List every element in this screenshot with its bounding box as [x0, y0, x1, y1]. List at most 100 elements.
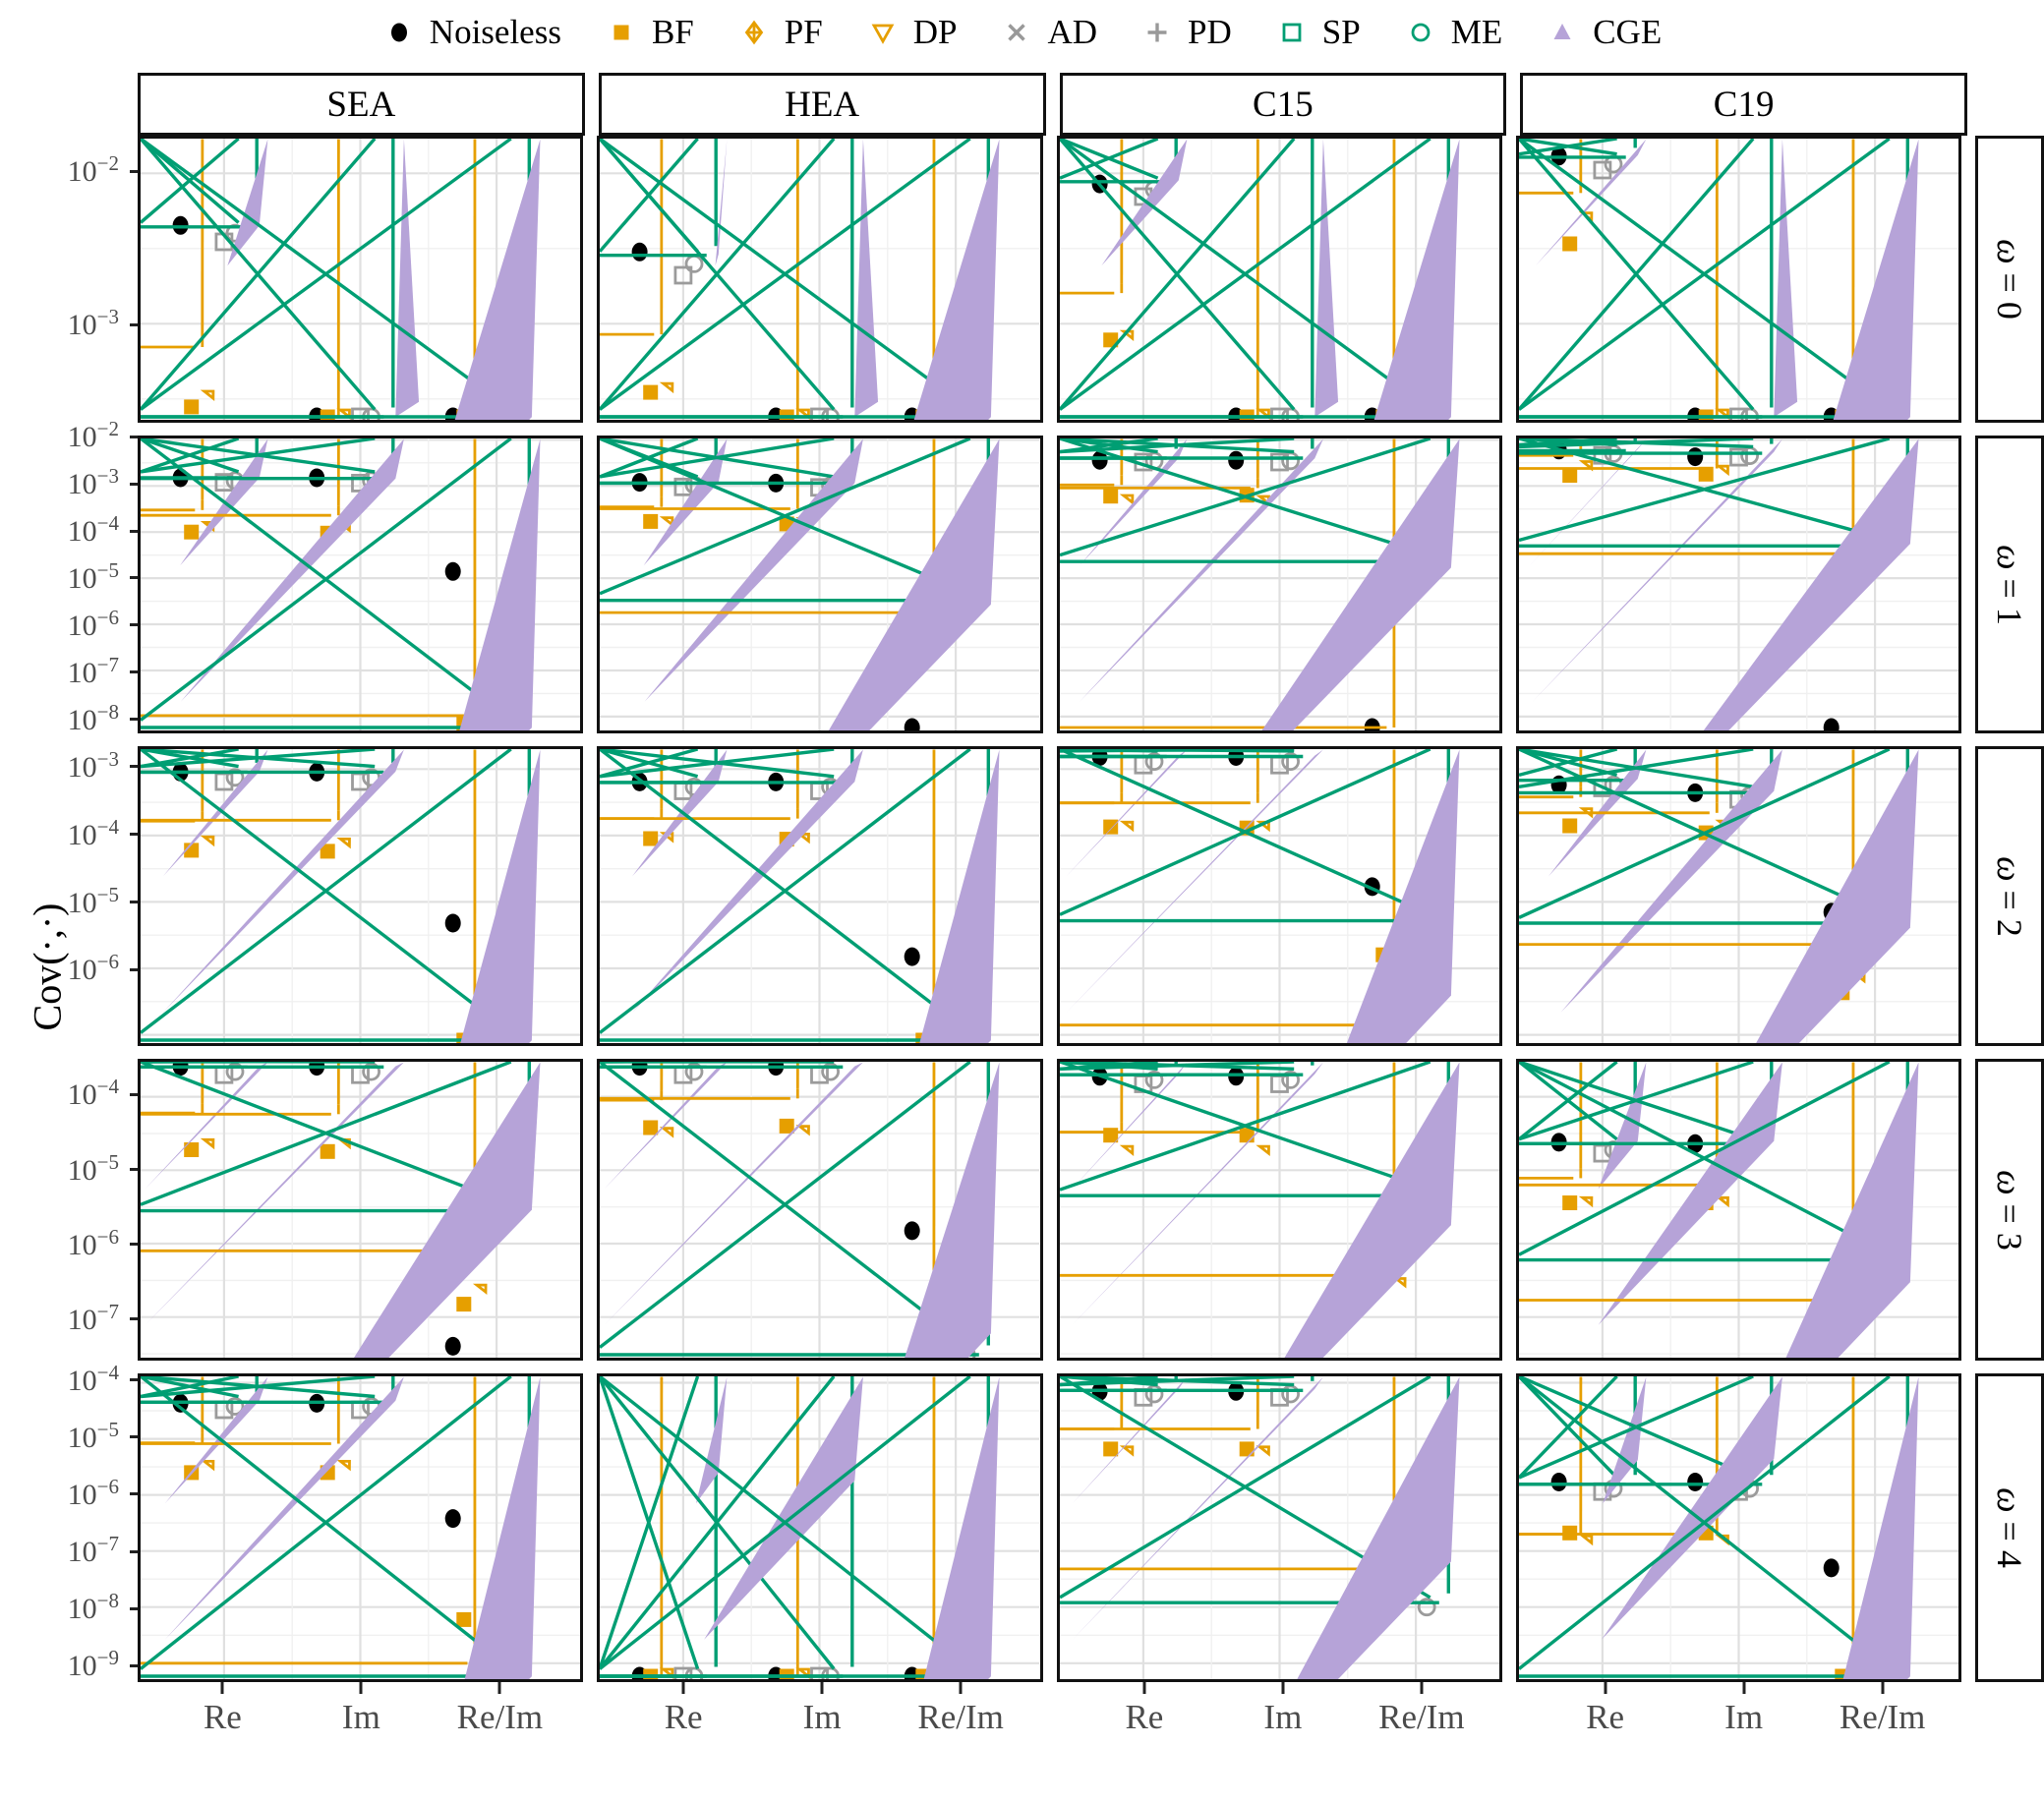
panel-hea-row0 [597, 136, 1043, 423]
x-tick-label-re-im: Re/Im [456, 1698, 544, 1736]
panel-plot-area [1059, 139, 1499, 420]
x-tick-mark [359, 1682, 363, 1694]
panel-c19-row1 [1515, 436, 1961, 733]
x-tick-mark [1604, 1682, 1607, 1694]
x-axis-labels-c19: Re Im Re/Im [1520, 1682, 1967, 1767]
facet-row-strip-4: ω = 4 [1975, 1373, 2044, 1682]
y-axis-gutter-row-4: 10−4 10−5 10−6 10−7 10−8 10−9 [0, 1362, 139, 1683]
facet-row-label: ω = 1 [1990, 544, 2030, 625]
panel-c19-row2 [1515, 746, 1961, 1046]
panel-sea-row2 [138, 746, 584, 1046]
x-tick-mark [1881, 1682, 1885, 1694]
panel-hea-row3 [597, 1059, 1043, 1361]
panel-plot-area [600, 1376, 1040, 1679]
y-tick-mark [130, 1663, 139, 1667]
y-tick-label: 10−2 [67, 417, 119, 454]
panel-c15-row3 [1056, 1059, 1502, 1361]
legend-item-dp: DP [866, 13, 958, 52]
panel-sea-row3 [138, 1059, 584, 1361]
legend-label: BF [651, 13, 694, 51]
y-tick-mark [130, 670, 139, 674]
x-tick-label-re-im: Re/Im [1839, 1698, 1926, 1736]
y-tick-label: 10−3 [67, 746, 119, 784]
facet-row-strip-0: ω = 0 [1975, 136, 2044, 423]
facet-column-header-c19: C19 [1520, 73, 1967, 136]
x-axis-strip-spacer [1981, 1682, 2044, 1767]
legend-label: SP [1321, 13, 1361, 51]
y-tick-label: 10−5 [67, 1417, 119, 1454]
x-tick-label-re: Re [664, 1698, 703, 1736]
panel-c15-row0 [1056, 136, 1502, 423]
x-axis-labels-c15: Re Im Re/Im [1060, 1682, 1507, 1767]
y-axis-gutter-row-2: 10−3 10−4 10−5 10−6 [0, 746, 139, 1046]
y-tick-mark [130, 529, 139, 533]
y-tick-label: 10−4 [67, 1360, 119, 1397]
y-tick-mark [130, 1492, 139, 1496]
x-tick-mark [820, 1682, 824, 1694]
y-tick-label: 10−6 [67, 950, 119, 987]
facet-row-strip-2: ω = 2 [1975, 746, 2044, 1046]
x-tick-mark [1742, 1682, 1746, 1694]
x-tick-label-im: Im [802, 1698, 842, 1736]
y-tick-mark [130, 1606, 139, 1610]
x-axis-gutter [0, 1682, 131, 1767]
y-tick-mark [130, 435, 139, 438]
panel-hea-row2 [597, 746, 1043, 1046]
header-strip-spacer [1981, 73, 2044, 136]
panel-plot-area [1518, 1376, 1958, 1679]
y-axis-gutter-row-0: 10−2 10−3 [0, 136, 139, 423]
x-tick-mark [1281, 1682, 1285, 1694]
panel-plot-area [1518, 1062, 1958, 1358]
panel-sea-row1 [138, 436, 584, 733]
y-tick-mark [130, 1378, 139, 1382]
facet-column-header-hea: HEA [598, 73, 1046, 136]
cge-triangle-filled-icon [1553, 24, 1571, 39]
y-tick-mark [130, 576, 139, 580]
panel-plot-area [1518, 749, 1958, 1043]
y-tick-mark [130, 322, 139, 326]
y-tick-mark [130, 1243, 139, 1247]
y-tick-label: 10−5 [67, 1149, 119, 1187]
x-tick-mark [681, 1682, 685, 1694]
legend-item-cge: CGE [1546, 13, 1662, 52]
x-tick-label-im: Im [341, 1698, 380, 1736]
panel-plot-area [1518, 139, 1958, 420]
dp-triangle-down-open-icon [871, 24, 895, 44]
y-tick-label: 10−4 [67, 511, 119, 549]
facet-row-4: 10−4 10−5 10−6 10−7 10−8 10−9 ω = 4 [0, 1362, 2044, 1683]
y-tick-label: 10−8 [67, 1589, 119, 1626]
facet-row-label: ω = 3 [1990, 1169, 2030, 1251]
me-circle-open-icon [1411, 23, 1431, 42]
facet-row-0: 10−2 10−3 ω = 0 [0, 136, 2044, 423]
y-tick-mark [130, 901, 139, 904]
panel-plot-area [600, 139, 1040, 420]
x-tick-label-im: Im [1263, 1698, 1303, 1736]
legend-label: PF [784, 13, 823, 51]
legend-item-bf: BF [605, 13, 694, 52]
panel-hea-row4 [597, 1373, 1043, 1682]
x-tick-label-re: Re [1125, 1698, 1164, 1736]
noiseless-circle-filled-icon [390, 23, 407, 42]
y-tick-label: 10−9 [67, 1646, 119, 1683]
panel-sea-row4 [138, 1373, 584, 1682]
y-tick-label: 10−5 [67, 882, 119, 919]
legend-item-me: ME [1404, 13, 1502, 52]
y-tick-label: 10−6 [67, 605, 119, 642]
facet-row-1: 10−2 10−3 10−4 10−5 10−6 10−7 10−8 ω = 1 [0, 419, 2044, 734]
facet-grid: SEA HEA C15 C19 10−2 10−3 ω = 0 10−2 10−3 10−4 10−… [0, 59, 2044, 1767]
y-tick-mark [130, 967, 139, 971]
panel-plot-area [141, 749, 580, 1043]
facet-row-label: ω = 0 [1990, 239, 2030, 320]
legend-item-noiseless: Noiseless [382, 13, 561, 52]
sp-square-open-icon [1282, 23, 1302, 42]
panel-c19-row0 [1515, 136, 1961, 423]
facet-column-header-c15: C15 [1059, 73, 1507, 136]
header-gutter [0, 73, 131, 136]
x-tick-label-re-im: Re/Im [917, 1698, 1004, 1736]
panel-plot-area [1059, 438, 1499, 730]
panel-plot-area [141, 1376, 580, 1679]
y-tick-mark [130, 718, 139, 722]
y-tick-label: 10−3 [67, 305, 119, 342]
legend-label: DP [912, 13, 958, 51]
y-tick-label: 10−3 [67, 464, 119, 501]
